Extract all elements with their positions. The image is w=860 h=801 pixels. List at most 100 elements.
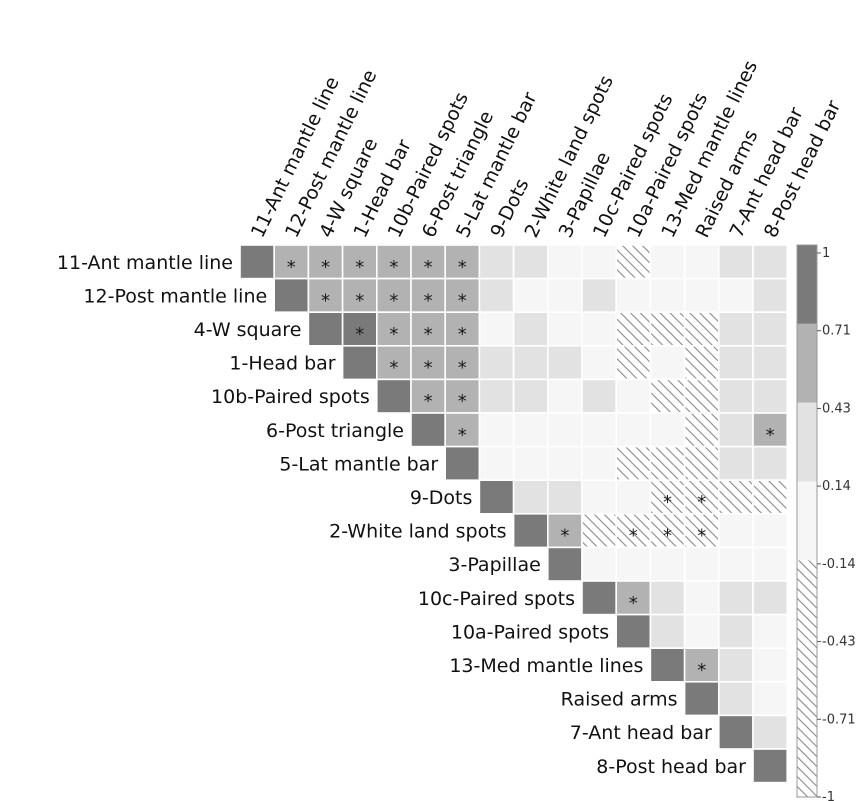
- heatmap-cell: [717, 680, 754, 717]
- row-label: 7-Ant head bar: [570, 722, 712, 744]
- heatmap-cell: [717, 378, 754, 414]
- significance-star: *: [424, 324, 433, 345]
- heatmap-cell: [615, 479, 652, 515]
- significance-star: *: [389, 358, 398, 379]
- heatmap-cell: [546, 277, 583, 314]
- heatmap-cell: [752, 412, 789, 448]
- heatmap-cell: [615, 344, 652, 381]
- heatmap-cell: [512, 378, 549, 414]
- heatmap-cell: [375, 378, 412, 414]
- heatmap-cell: [717, 344, 754, 381]
- heatmap-cell: [752, 244, 789, 280]
- heatmap-cell: [717, 546, 754, 582]
- heatmap-cell: [512, 244, 549, 280]
- colorbar-tick-label: 1: [822, 246, 830, 261]
- heatmap-cell: [649, 378, 686, 414]
- row-label: 13-Med mantle lines: [449, 655, 643, 677]
- heatmap-cell: [478, 244, 515, 280]
- significance-star: *: [458, 257, 467, 278]
- heatmap-cell: [512, 412, 549, 448]
- row-label: Raised arms: [561, 689, 678, 711]
- heatmap-cell: [273, 277, 310, 314]
- heatmap-cell: [307, 311, 344, 347]
- colorbar-tick-label: 0.71: [822, 324, 851, 339]
- heatmap-cell: [512, 277, 549, 314]
- heatmap-cell: [478, 445, 515, 482]
- significance-star: *: [389, 290, 398, 311]
- heatmap-cell: [546, 445, 583, 482]
- heatmap-cell: [717, 647, 754, 683]
- heatmap-cell: [478, 311, 515, 347]
- colorbar-band: [797, 481, 817, 561]
- heatmap-cell: [683, 613, 720, 649]
- heatmap-cell: [649, 277, 686, 314]
- heatmap-cell: [478, 344, 515, 381]
- significance-star: *: [663, 492, 672, 513]
- row-label: 10c-Paired spots: [418, 588, 575, 610]
- heatmap-cell: [683, 412, 720, 448]
- heatmap-cell: [239, 244, 276, 280]
- heatmap-cell: [341, 344, 378, 381]
- heatmap-cell: [752, 311, 789, 347]
- colorbar-tick-label: -1: [822, 790, 835, 801]
- heatmap-cell: [546, 479, 583, 515]
- heatmap-cells: [239, 244, 789, 784]
- heatmap-cell: [649, 512, 686, 549]
- heatmap-cell: [649, 479, 686, 515]
- heatmap-cell: [717, 277, 754, 314]
- heatmap-cell: [717, 445, 754, 482]
- colorbar: 1 0.71 0.43 0.14 -0.14 -0.43 -0.71 -1: [796, 244, 856, 801]
- significance-star: *: [389, 324, 398, 345]
- significance-star: *: [629, 526, 638, 547]
- heatmap-cell: [752, 748, 789, 784]
- significance-star: *: [458, 425, 467, 446]
- heatmap-cell: [581, 512, 618, 549]
- heatmap-cell: [683, 445, 720, 482]
- colorbar-tick-label: -0.14: [822, 557, 856, 572]
- row-label: 8-Post head bar: [596, 756, 746, 778]
- heatmap-cell: [752, 344, 789, 381]
- heatmap-cell: [717, 311, 754, 347]
- significance-star: *: [321, 257, 330, 278]
- colorbar-tick-label: -0.43: [822, 635, 856, 650]
- heatmap-cell: [581, 378, 618, 414]
- heatmap-cell: [512, 512, 549, 549]
- significance-star: *: [458, 290, 467, 311]
- heatmap-cell: [752, 680, 789, 717]
- row-label: 2-White land spots: [329, 521, 506, 543]
- row-labels: 11-Ant mantle line 12-Post mantle line 4-W…: [57, 252, 746, 778]
- significance-star: *: [458, 358, 467, 379]
- heatmap-cell: [615, 546, 652, 582]
- colorbar-band: [797, 402, 817, 482]
- heatmap-cell: [649, 647, 686, 683]
- significance-star: *: [321, 290, 330, 311]
- heatmap-cell: [683, 244, 720, 280]
- heatmap-cell: [512, 311, 549, 347]
- heatmap-cell: [649, 244, 686, 280]
- heatmap-cell: [752, 445, 789, 482]
- heatmap-cell: [683, 378, 720, 414]
- heatmap-cell: [649, 311, 686, 347]
- heatmap-cell: [410, 378, 447, 414]
- heatmap-cell: [512, 479, 549, 515]
- row-label: 10b-Paired spots: [211, 386, 370, 408]
- heatmap-cell: [717, 412, 754, 448]
- heatmap-cell: [615, 311, 652, 347]
- significance-star: *: [697, 660, 706, 681]
- significance-star: *: [560, 526, 569, 547]
- heatmap-cell: [615, 244, 652, 280]
- colorbar-band: [797, 323, 817, 403]
- heatmap-cell: [683, 311, 720, 347]
- heatmap-cell: [341, 311, 378, 347]
- heatmap-cell: [649, 613, 686, 649]
- heatmap-cell: [752, 613, 789, 649]
- heatmap-cell: [683, 580, 720, 616]
- colorbar-tick-label: 0.43: [822, 401, 851, 416]
- significance-star: *: [458, 324, 467, 345]
- heatmap-cell: [615, 445, 652, 482]
- heatmap-cell: [752, 277, 789, 314]
- heatmap-cell: [649, 445, 686, 482]
- heatmap-cell: [752, 546, 789, 582]
